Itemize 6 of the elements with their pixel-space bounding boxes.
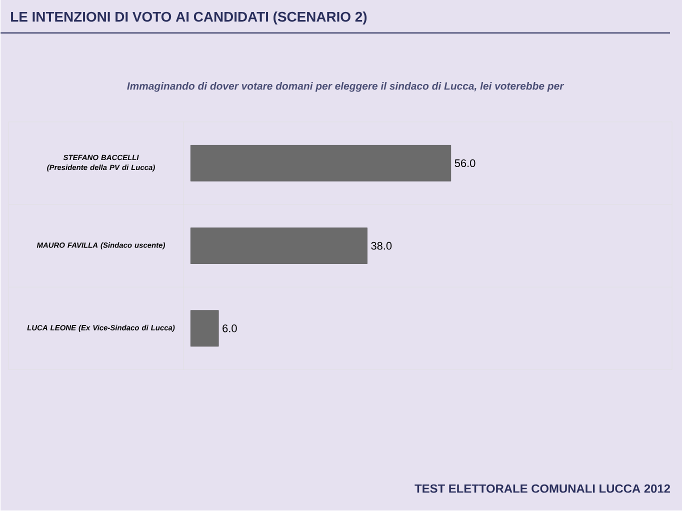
data-label: 38.0 — [371, 242, 392, 250]
text: TEST ELETTORALE COMUNALI LUCCA 2012 — [414, 484, 670, 494]
data-label: 6.0 — [222, 324, 237, 332]
data-label: 56.0 — [454, 160, 476, 168]
chart-subtitle: Immaginando di dover votare domani per eleggere il sindaco di Lucca, lei voterebbe per — [127, 82, 564, 92]
chart-title: LE INTENZIONI DI VOTO AI CANDIDATI (SCENARIO 2) — [11, 12, 367, 25]
